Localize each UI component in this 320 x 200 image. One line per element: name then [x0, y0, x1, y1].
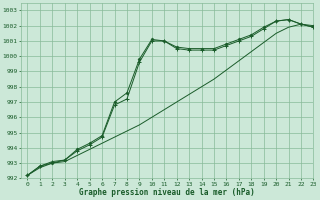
X-axis label: Graphe pression niveau de la mer (hPa): Graphe pression niveau de la mer (hPa)	[79, 188, 255, 197]
